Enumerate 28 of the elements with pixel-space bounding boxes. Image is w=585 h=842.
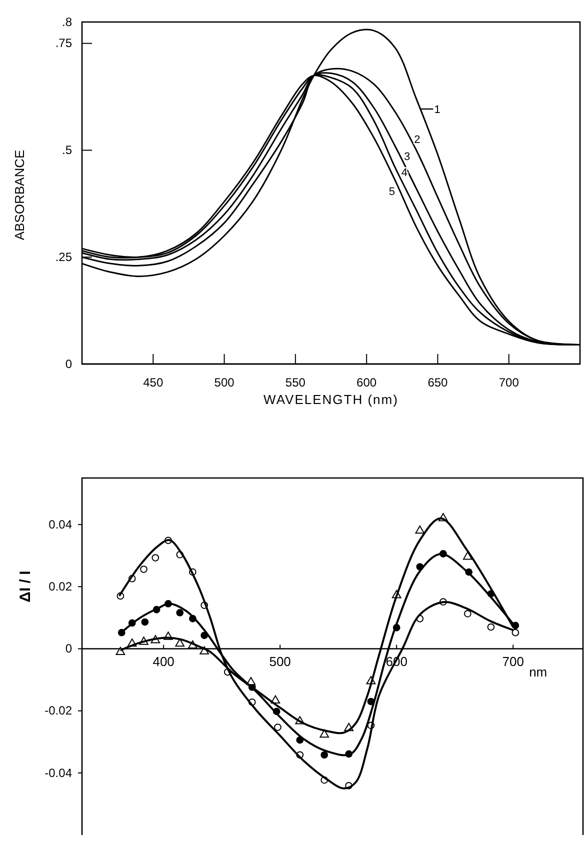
- series-label: 5: [388, 186, 395, 198]
- series-label: 4: [401, 167, 408, 179]
- y-tick-label: .25: [55, 250, 72, 264]
- y-tick-label: -0.04: [44, 766, 72, 780]
- x-tick-label: 500: [269, 654, 291, 669]
- y-tick-label: .5: [62, 143, 72, 158]
- x-axis-title: nm: [529, 664, 548, 680]
- y-tick-label: -0.02: [44, 704, 72, 718]
- y-axis-title: ABSORBANCE: [12, 150, 27, 240]
- y-tick-label: 0: [65, 642, 72, 656]
- x-axis-title: WAVELENGTH (nm): [264, 392, 398, 407]
- series-label: 3: [404, 151, 410, 163]
- x-tick-label: 650: [428, 376, 448, 390]
- x-tick-label: 700: [498, 376, 520, 390]
- y-tick-label: .75: [55, 36, 72, 50]
- series-label: 2: [414, 134, 420, 146]
- x-tick-label: 600: [356, 376, 377, 390]
- y-tick-label: 0.04: [48, 517, 72, 532]
- y-tick-label: 0: [65, 356, 72, 371]
- y-tick-label: 0.02: [48, 579, 72, 594]
- x-tick-label: 400: [152, 654, 174, 669]
- x-tick-label: 500: [214, 376, 235, 390]
- x-tick-label: 700: [502, 654, 524, 669]
- y-axis-title: ΔI / I: [17, 570, 34, 602]
- y-tick-label: .8: [62, 14, 72, 29]
- legend-label: 1: [434, 104, 440, 116]
- x-tick-label: 450: [143, 376, 164, 390]
- x-tick-label: 550: [285, 376, 306, 390]
